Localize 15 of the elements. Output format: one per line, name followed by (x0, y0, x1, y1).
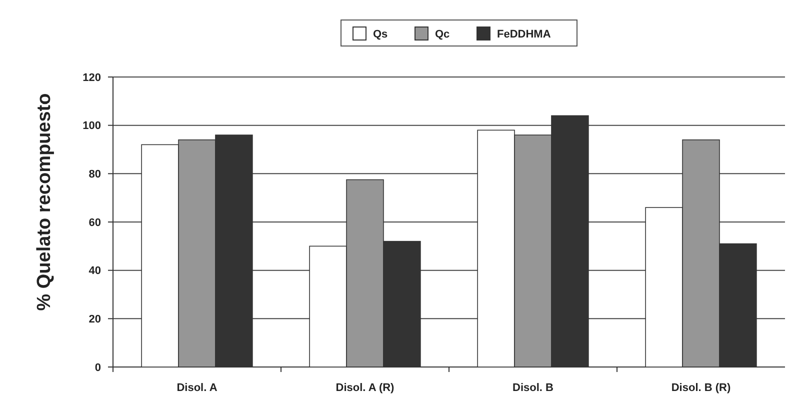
legend-label: Qs (373, 28, 388, 40)
y-tick-label: 20 (88, 314, 101, 326)
y-axis-title: % Quelato recompuesto (34, 93, 55, 311)
x-tick-label: Disol. B (R) (671, 382, 731, 394)
y-tick-label: 0 (94, 362, 101, 374)
y-tick-label: 80 (88, 168, 101, 181)
x-tick-label: Disol. A (R) (336, 382, 395, 394)
x-tick-label: Disol. A (176, 382, 218, 394)
y-tick-label: 100 (82, 120, 101, 132)
x-tick-label: Disol. B (512, 382, 554, 394)
y-tick-label: 40 (88, 265, 101, 278)
y-tick-label: 60 (88, 216, 101, 229)
legend-label: Qc (435, 28, 450, 40)
legend-label: FeDDHMA (497, 28, 551, 40)
y-tick-label: 120 (82, 72, 101, 84)
